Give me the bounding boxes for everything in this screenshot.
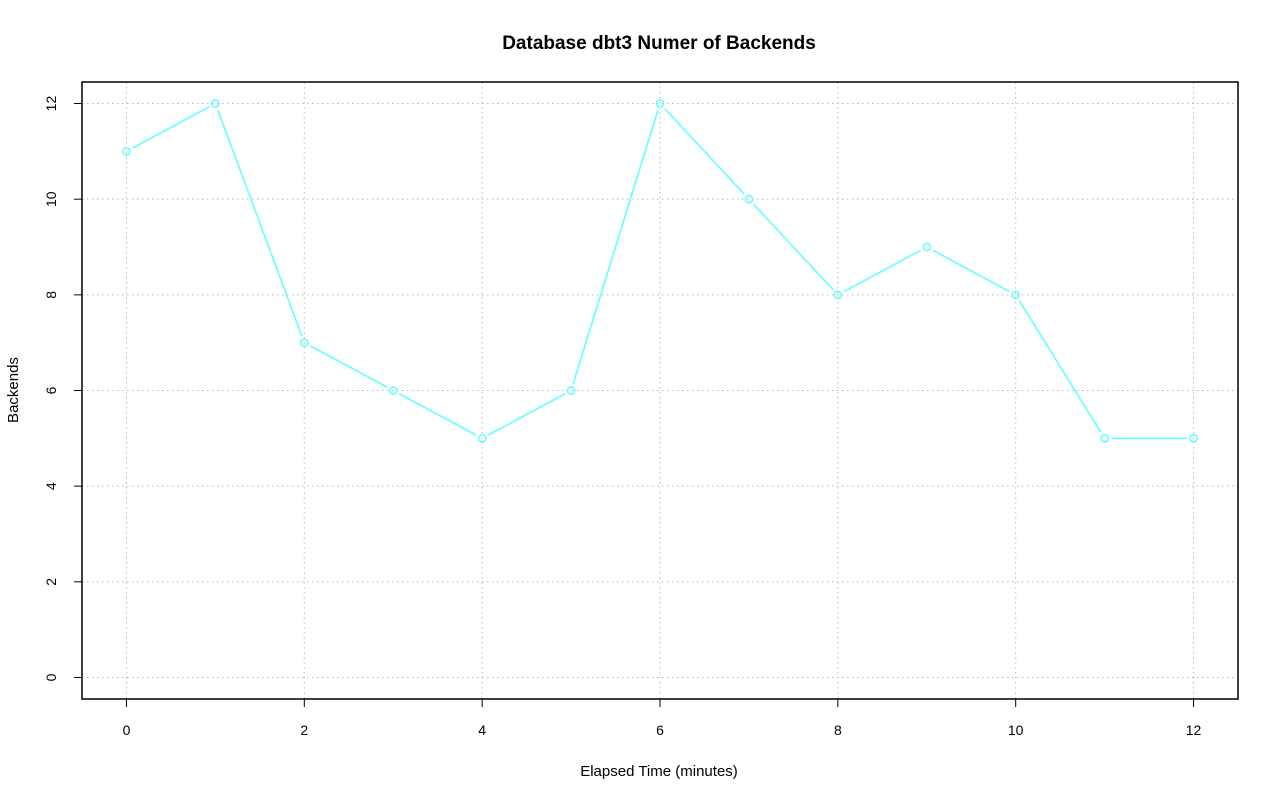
- data-point: [477, 433, 487, 443]
- data-point: [1011, 290, 1021, 300]
- data-point: [122, 146, 131, 156]
- x-axis-label: Elapsed Time (minutes): [580, 763, 738, 780]
- data-point: [388, 386, 398, 395]
- y-tick-label: 8: [43, 291, 59, 299]
- series-line-segment: [932, 249, 1010, 293]
- series-line-segment: [1018, 300, 1102, 433]
- series-line-segment: [753, 203, 834, 291]
- data-point: [922, 242, 932, 252]
- axes: 0 2 4 6 8 10 12 0 2 4 6 8 10 12: [43, 96, 1202, 738]
- data-point: [833, 290, 843, 300]
- y-tick-label: 4: [43, 482, 59, 490]
- y-tick-label: 10: [43, 191, 59, 207]
- y-tick-label: 6: [43, 386, 59, 394]
- series-line-segment: [310, 345, 388, 388]
- data-point: [655, 99, 665, 108]
- y-tick-label: 12: [43, 96, 59, 112]
- x-tick-label: 4: [478, 722, 486, 738]
- x-tick-label: 12: [1186, 722, 1202, 738]
- series-line-segment: [843, 249, 921, 293]
- data-point: [744, 194, 754, 204]
- data-point: [210, 99, 220, 108]
- plot-frame: [81, 81, 1239, 700]
- y-tick-label: 0: [43, 673, 59, 681]
- series-line-segment: [572, 109, 659, 385]
- x-tick-label: 8: [834, 722, 842, 738]
- series-line-segment: [664, 108, 745, 195]
- data-point: [1189, 433, 1198, 443]
- series-line-segment: [132, 106, 210, 149]
- x-tick-label: 0: [123, 722, 131, 738]
- series-line-segment: [399, 393, 477, 436]
- data-point: [566, 386, 576, 395]
- x-tick-label: 6: [656, 722, 664, 738]
- series-layer: [122, 99, 1198, 443]
- y-tick-label: 2: [43, 578, 59, 586]
- series-line-segment: [487, 393, 566, 436]
- x-tick-label: 10: [1008, 722, 1024, 738]
- y-axis-label: Backends: [5, 357, 22, 423]
- series-line-segment: [217, 109, 303, 337]
- grid-lines: [82, 82, 1238, 699]
- data-point: [299, 338, 309, 348]
- chart-title: Database dbt3 Numer of Backends: [502, 33, 816, 54]
- data-point: [1100, 433, 1110, 443]
- x-tick-label: 2: [300, 722, 308, 738]
